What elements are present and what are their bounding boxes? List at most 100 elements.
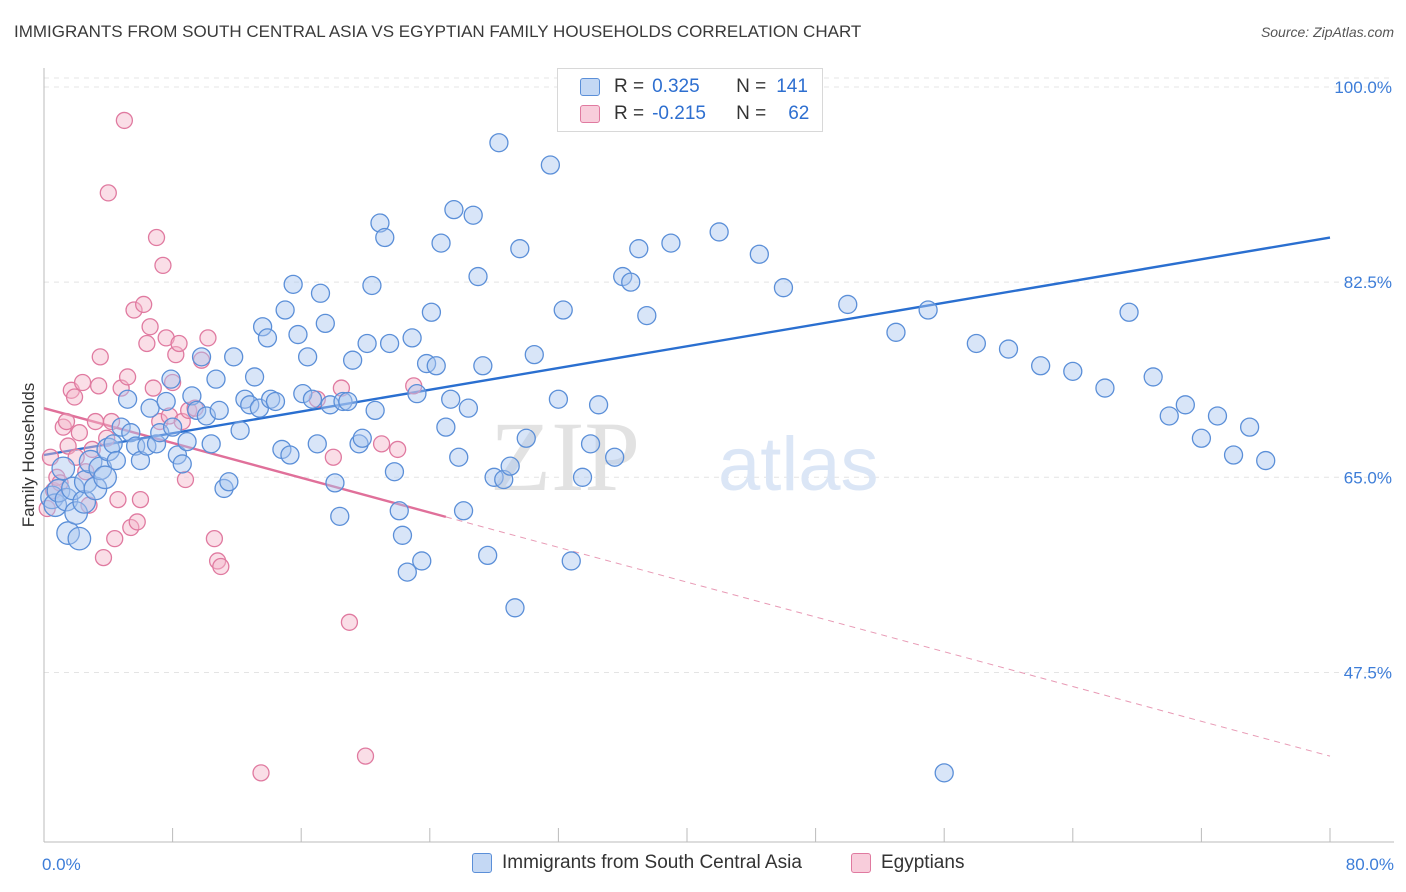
point-south-central-asia [407,384,427,404]
legend-n-value: 62 [788,103,810,124]
series-label: Egyptians [881,852,965,873]
y-tick-label: 47.5% [1344,663,1392,682]
y-tick-label: 82.5% [1344,273,1392,292]
point-south-central-asia [93,465,117,490]
point-south-central-asia [572,467,593,487]
point-south-central-asia [458,398,479,418]
point-south-central-asia [392,525,413,545]
point-south-central-asia [516,428,536,448]
legend-r-label: R = [614,103,645,124]
y-tick-label: 100.0% [1334,78,1392,97]
chart-title: IMMIGRANTS FROM SOUTH CENTRAL ASIA VS EG… [14,22,862,41]
point-egyptians [106,529,124,548]
point-egyptians [144,379,162,397]
point-south-central-asia [389,501,409,521]
point-egyptians [128,513,146,531]
source-label: Source: ZipAtlas.com [1260,24,1394,40]
legend-n-label: N = [736,76,767,97]
point-south-central-asia [283,274,303,295]
point-egyptians [340,613,359,631]
point-south-central-asia [500,456,520,476]
point-south-central-asia [478,545,498,566]
point-south-central-asia [468,266,488,287]
point-south-central-asia [103,434,123,454]
point-south-central-asia [333,391,353,412]
point-south-central-asia [111,417,131,437]
point-south-central-asia [637,305,657,326]
point-south-central-asia [605,447,625,467]
point-south-central-asia [524,344,544,365]
correlation-legend: R = 0.325 N = 141 R = -0.215 N = 62 [557,68,823,132]
legend-swatch-pink [580,105,600,123]
point-south-central-asia [561,551,581,571]
point-south-central-asia [357,333,377,354]
point-south-central-asia [161,369,181,389]
point-south-central-asia [661,233,681,253]
point-south-central-asia [838,294,858,315]
egyptians-trend-line [43,407,1331,757]
point-south-central-asia [288,324,308,345]
legend-row-egyptians: R = -0.215 N = 62 [580,102,809,126]
point-south-central-asia [191,347,212,367]
x-tick-label-max: 80.0% [1346,855,1394,874]
point-egyptians [57,412,76,431]
point-egyptians [372,435,391,453]
point-south-central-asia [1256,450,1276,471]
point-south-central-asia [51,456,76,481]
point-south-central-asia [56,521,81,545]
point-south-central-asia [230,420,250,441]
point-egyptians [170,334,188,353]
point-egyptians [147,228,166,247]
trend-line-egyptians-dashed [445,516,1331,757]
point-south-central-asia [187,400,207,421]
point-south-central-asia [209,400,229,421]
data-points [38,110,1276,783]
point-egyptians [205,529,224,548]
watermark-atlas: atlas [718,422,879,507]
point-south-central-asia [1207,406,1228,426]
legend-r-value: 0.325 [652,76,700,97]
point-egyptians [324,448,343,466]
point-egyptians [99,184,117,202]
series-swatch-pink [851,853,871,873]
point-south-central-asia [473,356,493,376]
tick-labels: 47.5% 65.0% 82.5% 100.0% 0.0% 80.0% Family Hou… [19,78,1394,874]
south-central-asia-trend-line [43,236,1331,457]
point-south-central-asia [54,487,79,512]
point-south-central-asia [966,333,986,354]
x-tick-label-min: 0.0% [42,855,81,874]
point-south-central-asia [998,339,1019,359]
point-south-central-asia [453,501,474,521]
point-south-central-asia [421,302,442,322]
point-egyptians [91,348,109,366]
point-south-central-asia [588,395,609,415]
point-south-central-asia [397,562,417,582]
point-south-central-asia [307,434,327,454]
point-south-central-asia [302,389,323,409]
trend-line-egyptians-solid [43,407,447,519]
point-south-central-asia [275,300,295,320]
point-south-central-asia [1031,356,1051,376]
point-south-central-asia [338,391,358,412]
point-egyptians [70,424,89,442]
point-south-central-asia [257,328,278,348]
point-south-central-asia [293,384,313,404]
series-legend-egyptians: Egyptians [851,852,964,874]
point-south-central-asia [548,389,569,409]
point-south-central-asia [1239,417,1260,437]
point-egyptians [154,256,172,275]
point-south-central-asia [125,436,146,456]
point-south-central-asia [167,445,188,465]
point-south-central-asia [370,213,390,233]
point-south-central-asia [1223,445,1244,465]
point-egyptians [167,345,185,364]
legend-row-south-central-asia: R = 0.325 N = 141 [580,75,808,99]
point-south-central-asia [749,244,769,264]
point-south-central-asia [219,472,239,492]
point-south-central-asia [140,398,160,418]
point-south-central-asia [505,598,525,618]
series-swatch-blue [472,853,492,873]
point-south-central-asia [553,300,573,320]
point-south-central-asia [177,431,197,452]
point-egyptians [135,295,153,314]
